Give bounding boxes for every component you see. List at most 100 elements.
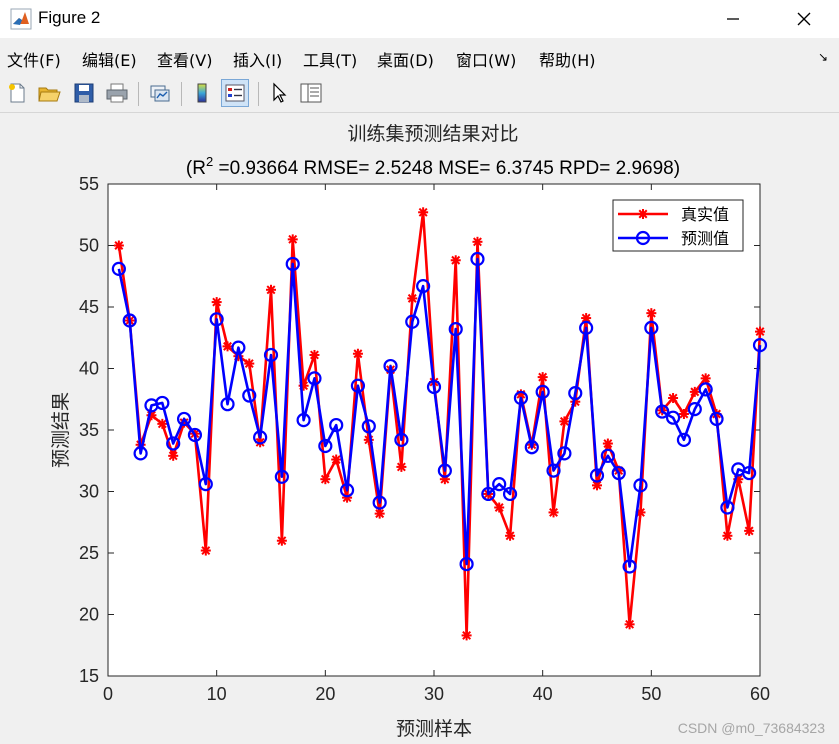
marker-stroke: [331, 455, 341, 464]
marker-stroke: [473, 237, 482, 247]
point-true: [755, 326, 765, 337]
point-pred: [600, 448, 615, 463]
point-pred: [665, 410, 681, 425]
marker-stroke: [407, 293, 417, 303]
menu-view[interactable]: 查看(V): [157, 51, 213, 70]
menu-window[interactable]: 窗口(W): [456, 51, 517, 70]
x-tick-label: 60: [750, 684, 770, 704]
save-icon: [74, 83, 94, 103]
marker-stroke: [157, 419, 167, 429]
marker-stroke: [592, 480, 602, 490]
close-icon: [797, 12, 811, 26]
point-pred: [557, 446, 572, 461]
point-true: [678, 409, 689, 420]
point-pred: [361, 419, 376, 434]
minimize-icon: [727, 18, 739, 20]
point-pred: [535, 384, 550, 399]
insert-colorbar-button[interactable]: [188, 79, 216, 107]
marker-stroke: [636, 507, 645, 517]
legend-marker-pred: [635, 230, 651, 246]
point-pred: [492, 477, 507, 492]
point-pred: [589, 468, 605, 483]
link-plot-button[interactable]: [146, 79, 174, 107]
y-tick-label: 30: [79, 482, 99, 502]
marker-stroke: [690, 387, 700, 397]
y-tick-label: 55: [79, 174, 99, 194]
point-true: [374, 508, 385, 519]
point-true: [287, 234, 298, 245]
point-true: [309, 349, 320, 360]
subtitle-metrics: =0.93664 RMSE= 2.5248 MSE= 6.3745 RPD= 2…: [213, 158, 680, 179]
point-true: [418, 207, 429, 218]
point-true: [700, 373, 711, 384]
point-pred: [502, 486, 518, 502]
y-tick-label: 45: [79, 297, 99, 317]
point-pred: [524, 440, 539, 455]
marker-stroke: [451, 255, 461, 265]
print-icon: [106, 83, 128, 103]
menu-insert[interactable]: 插入(I): [233, 51, 283, 70]
marker-stroke: [701, 373, 711, 383]
insert-legend-button[interactable]: [221, 79, 249, 107]
new-figure-button[interactable]: [3, 79, 31, 107]
point-pred: [307, 371, 322, 386]
minimize-button[interactable]: [705, 0, 761, 38]
marker-stroke: [168, 451, 178, 461]
marker-stroke: [755, 327, 765, 337]
x-tick-label: 30: [424, 684, 444, 704]
marker-stroke: [114, 241, 124, 250]
point-true: [559, 416, 570, 427]
marker-stroke: [288, 234, 298, 244]
menu-tools[interactable]: 工具(T): [303, 51, 358, 70]
y-tick-label: 15: [79, 666, 99, 686]
marker-stroke: [505, 531, 515, 541]
point-pred: [470, 251, 485, 267]
point-pred: [546, 463, 561, 478]
menu-help[interactable]: 帮助(H): [539, 51, 596, 70]
marker-stroke: [396, 462, 406, 472]
point-true: [624, 619, 635, 630]
print-button[interactable]: [103, 79, 131, 107]
dock-figure-icon[interactable]: ↘: [818, 50, 829, 64]
marker-stroke: [679, 409, 689, 419]
point-pred: [579, 320, 594, 336]
point-true: [548, 507, 559, 518]
marker-stroke: [266, 285, 276, 295]
marker-stroke: [549, 507, 558, 517]
chart[interactable]: 训练集预测结果对比 (R2 =0.93664 RMSE= 2.5248 MSE=…: [0, 113, 839, 744]
x-axis-label: 预测样本: [396, 718, 472, 740]
property-inspector-button[interactable]: [297, 79, 325, 107]
marker-stroke: [744, 526, 754, 536]
x-tick-label: 10: [207, 684, 227, 704]
marker-stroke: [538, 372, 548, 382]
point-true: [450, 255, 461, 266]
legend-box: [612, 199, 744, 252]
menu-desktop[interactable]: 桌面(D): [377, 51, 434, 70]
close-button[interactable]: [776, 0, 832, 38]
axes: 0 10 20 30 40 50 60 15 20 25 30 35 40 45 50 55: [79, 174, 770, 704]
maximize-button[interactable]: [706, 0, 762, 38]
x-tick-label: 0: [103, 684, 113, 704]
insert-colorbar-icon: [197, 83, 207, 103]
window-title: Figure 2: [38, 8, 101, 27]
point-true: [689, 386, 700, 397]
new-figure-icon: [9, 83, 25, 103]
legend-marker-true: [638, 209, 648, 219]
menu-bar: 文件(F) 编辑(E) 查看(V) 插入(I) 工具(T) 桌面(D) 窗口(W…: [0, 38, 839, 76]
point-pred: [155, 395, 170, 411]
menu-edit[interactable]: 编辑(E): [82, 51, 137, 70]
point-pred: [329, 417, 344, 433]
point-true: [157, 418, 168, 429]
open-file-button[interactable]: [35, 79, 63, 107]
point-pred: [416, 278, 431, 294]
marker-stroke: [559, 416, 569, 426]
point-true: [722, 530, 733, 541]
save-button[interactable]: [70, 79, 98, 107]
plot-area[interactable]: [107, 183, 761, 677]
point-pred: [622, 559, 637, 574]
menu-file[interactable]: 文件(F): [7, 51, 61, 70]
point-pred: [394, 432, 409, 447]
edit-plot-button[interactable]: [265, 79, 293, 107]
figure-canvas: 训练集预测结果对比 (R2 =0.93664 RMSE= 2.5248 MSE=…: [0, 113, 839, 744]
